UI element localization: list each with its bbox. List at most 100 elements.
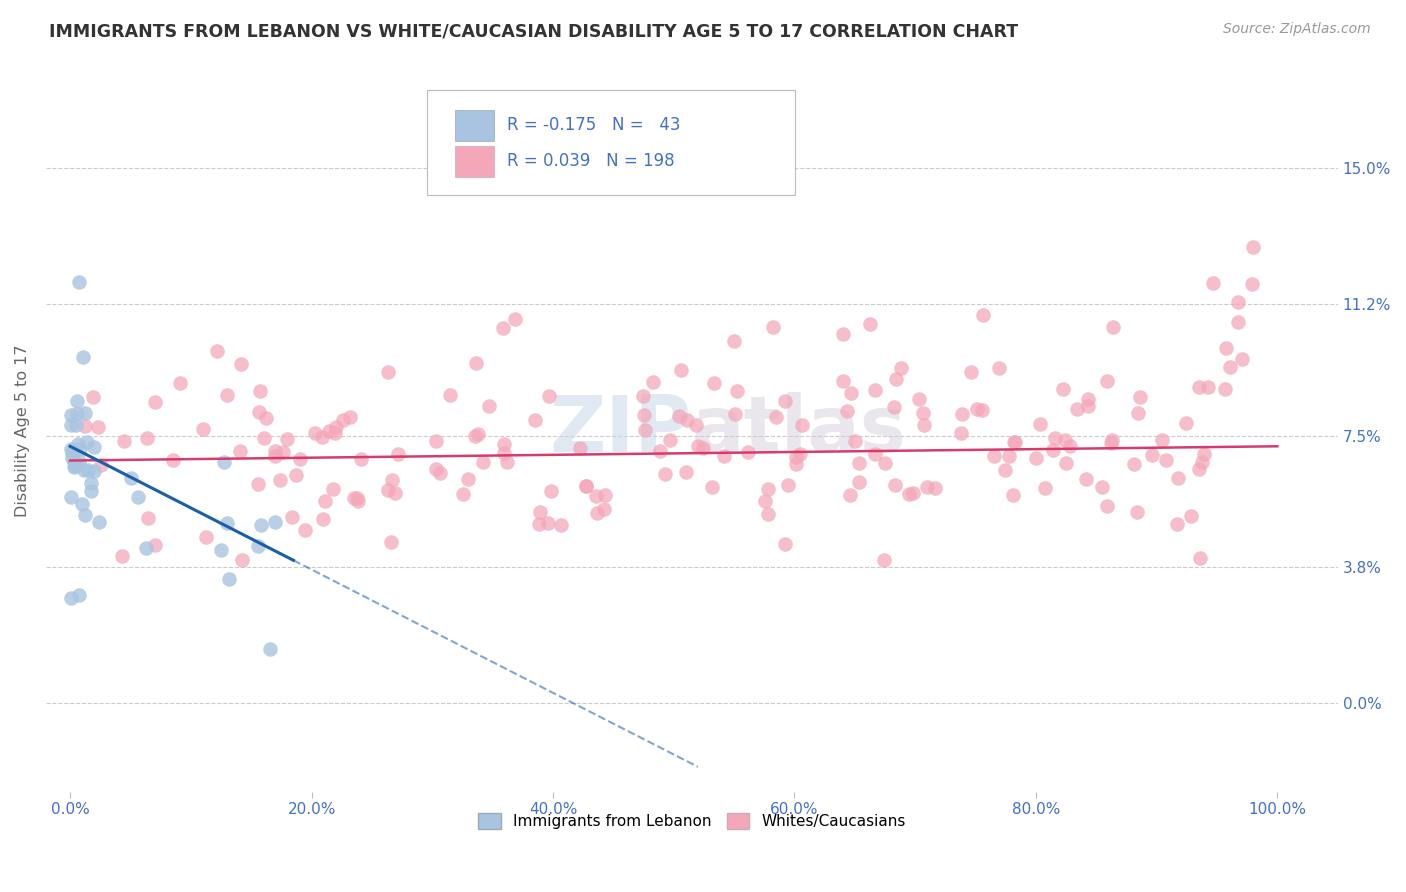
Point <box>112 434 135 448</box>
Point <box>1129 391 1152 405</box>
Point <box>1091 480 1114 494</box>
Point <box>775 394 797 409</box>
Point <box>76 463 98 477</box>
Point <box>247 405 270 419</box>
Point <box>688 439 710 453</box>
Point <box>288 451 311 466</box>
Point <box>66 394 89 409</box>
Point <box>1187 380 1209 394</box>
Point <box>1066 401 1088 416</box>
Point <box>429 467 451 481</box>
Point <box>120 471 142 485</box>
Point <box>960 365 983 379</box>
Point <box>72 497 94 511</box>
Point <box>540 483 562 498</box>
Point <box>527 517 550 532</box>
Point <box>1215 341 1237 355</box>
Point <box>1140 448 1163 462</box>
Point <box>380 535 402 549</box>
Point <box>66 408 89 422</box>
Point <box>723 334 745 348</box>
Point <box>832 327 855 342</box>
Point <box>60 409 83 423</box>
Point <box>467 426 489 441</box>
Point <box>998 450 1021 464</box>
Point <box>1101 433 1123 447</box>
Point <box>264 443 287 458</box>
Point <box>585 506 607 520</box>
Point <box>1029 417 1052 431</box>
Point <box>592 502 614 516</box>
Point <box>67 588 90 602</box>
Point <box>249 384 271 398</box>
Point <box>835 403 858 417</box>
Point <box>685 418 707 433</box>
Point <box>250 518 273 533</box>
Point <box>949 426 972 441</box>
Point <box>60 490 83 504</box>
Point <box>264 515 287 529</box>
Point <box>1226 295 1249 310</box>
Point <box>1077 392 1099 406</box>
Point <box>756 482 779 496</box>
Point <box>737 445 759 459</box>
Point <box>924 482 946 496</box>
Point <box>464 429 486 443</box>
Point <box>311 430 333 444</box>
Point <box>1180 508 1202 523</box>
Point <box>503 312 526 326</box>
Point <box>491 321 513 335</box>
Point <box>789 447 811 461</box>
Point <box>890 360 912 375</box>
Point <box>865 383 887 397</box>
Point <box>73 463 96 477</box>
Point <box>1025 451 1047 466</box>
Point <box>195 530 218 544</box>
Point <box>60 446 83 460</box>
Point <box>464 356 486 370</box>
Point <box>217 388 239 402</box>
Point <box>65 457 87 471</box>
Text: Source: ZipAtlas.com: Source: ZipAtlas.com <box>1223 22 1371 37</box>
Point <box>669 363 692 377</box>
Point <box>111 549 134 563</box>
Point <box>312 512 335 526</box>
Legend: Immigrants from Lebanon, Whites/Caucasians: Immigrants from Lebanon, Whites/Caucasia… <box>471 806 912 835</box>
Point <box>75 406 97 420</box>
Point <box>844 434 866 448</box>
Point <box>848 475 870 489</box>
Point <box>318 425 340 439</box>
Point <box>915 480 938 494</box>
Point <box>550 518 572 533</box>
Point <box>675 413 697 427</box>
Point <box>60 591 83 606</box>
Point <box>1042 442 1064 457</box>
Point <box>494 446 516 460</box>
Point <box>1099 436 1122 450</box>
Point <box>593 488 616 502</box>
Point <box>832 374 855 388</box>
Point <box>231 358 253 372</box>
Bar <box>456 146 495 177</box>
Point <box>785 457 807 471</box>
Point <box>60 451 83 466</box>
Point <box>89 515 111 529</box>
Point <box>264 449 287 463</box>
Point <box>136 431 159 445</box>
Point <box>859 317 882 331</box>
Point <box>135 541 157 555</box>
Point <box>254 410 277 425</box>
Point <box>229 444 252 458</box>
Point <box>80 475 103 490</box>
Point <box>668 409 690 423</box>
Point <box>191 422 214 436</box>
Point <box>67 453 90 467</box>
Point <box>692 441 714 455</box>
Point <box>654 467 676 482</box>
Point <box>648 444 671 458</box>
Point <box>994 463 1017 477</box>
Point <box>425 462 447 476</box>
Point <box>785 450 807 465</box>
Point <box>1202 276 1225 290</box>
Point <box>73 418 96 433</box>
